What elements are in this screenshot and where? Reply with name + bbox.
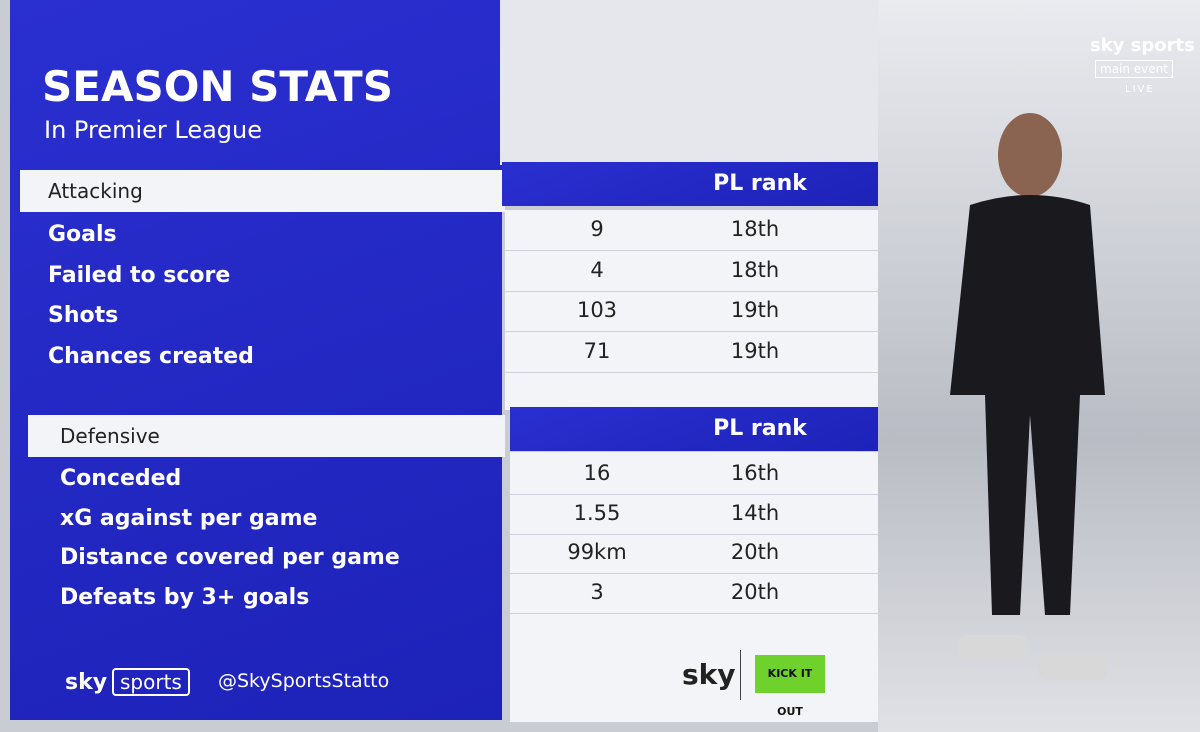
section-label: Defensive bbox=[60, 424, 160, 448]
rank-header: PL rank bbox=[713, 171, 807, 196]
row-rank: 20th bbox=[730, 579, 780, 604]
row-label: xG against per game bbox=[60, 505, 318, 531]
row-label: Conceded bbox=[60, 466, 182, 491]
row-separator bbox=[505, 371, 878, 373]
footer-handle: @SkySportsStatto bbox=[218, 670, 390, 692]
section-label-bg bbox=[28, 415, 505, 457]
row-value: 9 bbox=[590, 217, 604, 241]
left-panel bbox=[10, 0, 502, 720]
rank-header-bg bbox=[510, 407, 878, 451]
row-value: 4 bbox=[590, 257, 604, 282]
row-value: 103 bbox=[576, 298, 618, 322]
channel-status: LIVE bbox=[1125, 84, 1155, 95]
row-rank: 20th bbox=[730, 540, 780, 564]
campaign-logo: KICK IT OUT bbox=[755, 655, 825, 718]
row-value: 99km bbox=[567, 540, 627, 564]
row-rank: 18th bbox=[730, 217, 780, 241]
row-rank: 19th bbox=[730, 298, 780, 322]
row-separator bbox=[505, 250, 878, 251]
row-separator bbox=[510, 612, 878, 614]
presenter bbox=[950, 113, 1108, 680]
row-value: 16 bbox=[583, 461, 611, 485]
title: SEASON STATS bbox=[42, 62, 393, 111]
row-label: Goals bbox=[48, 222, 117, 247]
row-label: Failed to score bbox=[48, 262, 231, 288]
row-separator bbox=[510, 573, 878, 574]
footer-sports: sports bbox=[112, 668, 190, 696]
sponsor: sky bbox=[682, 658, 736, 691]
channel-brand: sky sports bbox=[1090, 35, 1195, 56]
row-separator bbox=[505, 331, 878, 332]
row-label: Chances created bbox=[48, 343, 254, 369]
row-separator bbox=[505, 290, 878, 292]
row-rank: 14th bbox=[730, 500, 780, 525]
row-value: 3 bbox=[590, 579, 604, 604]
row-separator bbox=[510, 494, 878, 495]
footer-sky: sky bbox=[65, 670, 108, 695]
channel-event: main event bbox=[1095, 60, 1173, 78]
rank-header: PL rank bbox=[713, 416, 807, 441]
top-panel bbox=[500, 0, 878, 165]
row-label: Shots bbox=[48, 303, 119, 328]
row-rank: 16th bbox=[730, 461, 780, 485]
section-label: Attacking bbox=[48, 179, 143, 203]
attack-values-panel bbox=[505, 210, 878, 410]
divider bbox=[740, 650, 741, 700]
row-label: Distance covered per game bbox=[60, 545, 400, 570]
row-rank: 19th bbox=[730, 338, 780, 363]
rank-header-bg bbox=[502, 162, 878, 206]
row-label: Defeats by 3+ goals bbox=[60, 584, 310, 610]
row-value: 1.55 bbox=[573, 500, 621, 525]
subtitle: In Premier League bbox=[44, 116, 263, 144]
row-value: 71 bbox=[583, 338, 611, 363]
row-rank: 18th bbox=[730, 257, 780, 282]
row-separator bbox=[510, 533, 878, 535]
section-label-bg bbox=[20, 170, 505, 212]
